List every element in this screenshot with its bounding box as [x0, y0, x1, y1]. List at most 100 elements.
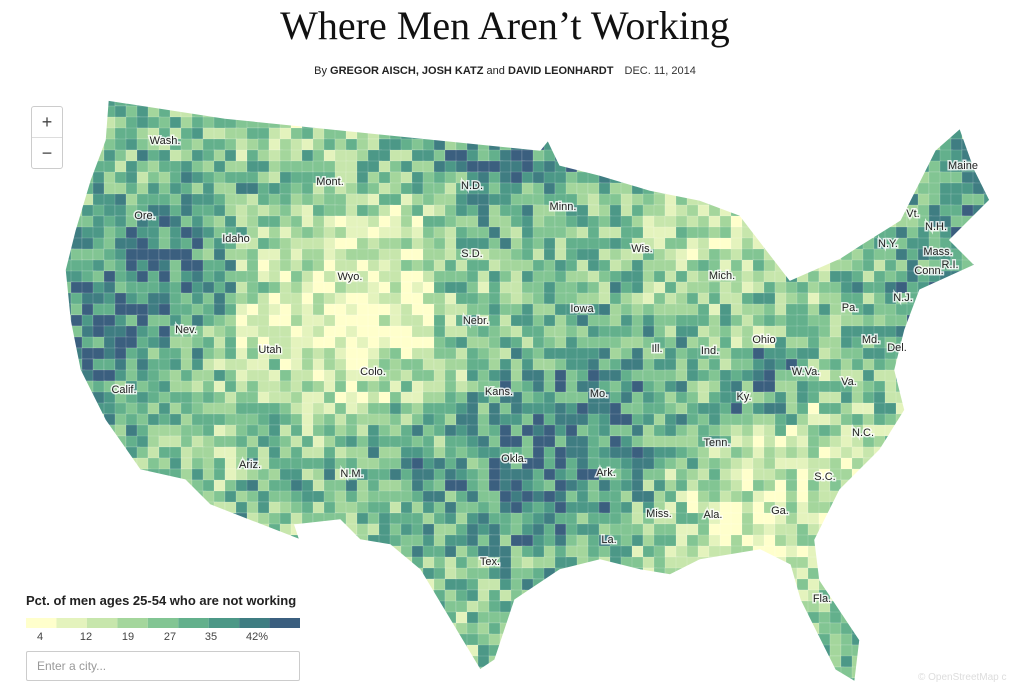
county: [961, 325, 975, 338]
county: [818, 149, 834, 165]
county: [841, 689, 855, 700]
county: [390, 689, 404, 700]
county: [378, 149, 392, 163]
county: [631, 138, 646, 152]
county: [180, 358, 194, 372]
county: [928, 490, 944, 506]
county: [818, 171, 834, 187]
county: [499, 160, 512, 174]
county: [752, 402, 766, 416]
county: [202, 523, 217, 536]
county: [983, 303, 990, 318]
city-search[interactable]: Enter a city...: [26, 651, 300, 681]
zoom-out[interactable]: −: [32, 137, 62, 168]
county: [301, 534, 317, 549]
county: [257, 578, 270, 594]
county: [774, 611, 789, 625]
county: [565, 578, 579, 591]
county: [917, 479, 932, 493]
county: [136, 105, 150, 118]
county: [950, 457, 966, 472]
county: [675, 611, 688, 626]
county: [279, 413, 293, 426]
county: [466, 578, 480, 591]
state-label: Mich.: [709, 270, 735, 282]
county: [65, 413, 73, 428]
county: [147, 490, 161, 506]
county: [730, 182, 746, 196]
county: [334, 490, 347, 504]
county: [675, 578, 689, 592]
county: [741, 182, 756, 196]
county: [818, 666, 834, 682]
county: [554, 116, 568, 130]
county: [301, 259, 315, 273]
county: [785, 105, 801, 121]
county: [983, 259, 990, 273]
county: [796, 182, 809, 198]
county: [995, 601, 1006, 613]
county: [70, 138, 83, 154]
county: [488, 193, 502, 207]
county: [928, 512, 944, 526]
county: [70, 534, 83, 548]
county: [752, 171, 765, 186]
county: [862, 611, 878, 626]
county: [158, 182, 172, 195]
county: [81, 578, 96, 594]
county: [642, 116, 658, 130]
county: [92, 259, 106, 272]
county: [708, 600, 722, 613]
county: [631, 655, 645, 669]
county: [741, 578, 756, 592]
county: [334, 622, 348, 637]
county: [521, 677, 537, 682]
county: [961, 435, 975, 449]
county: [917, 457, 932, 472]
county: [763, 578, 778, 592]
county: [929, 689, 942, 700]
county: [180, 578, 193, 593]
county: [301, 182, 315, 195]
county: [939, 281, 952, 297]
county: [851, 160, 864, 174]
county: [378, 237, 391, 251]
county: [719, 248, 733, 261]
county: [973, 689, 984, 700]
state-label: Miss.: [646, 508, 672, 520]
county: [686, 578, 702, 594]
county: [796, 248, 810, 261]
county: [422, 358, 435, 372]
state-label: Tex.: [480, 556, 500, 568]
county: [158, 556, 173, 572]
county: [532, 611, 545, 627]
state-label: Ohio: [752, 334, 775, 346]
county: [631, 622, 644, 636]
county: [763, 567, 779, 580]
county: [785, 677, 798, 682]
county: [158, 435, 172, 448]
county: [895, 116, 910, 129]
county: [598, 600, 614, 616]
county: [895, 534, 910, 550]
county: [807, 677, 821, 682]
county: [400, 292, 414, 305]
county: [554, 160, 567, 174]
county: [532, 633, 545, 646]
county: [411, 435, 424, 449]
county: [543, 655, 557, 671]
county: [840, 501, 856, 516]
county: [829, 138, 845, 151]
county: [334, 600, 350, 616]
county: [708, 182, 723, 195]
county: [939, 457, 954, 472]
county: [246, 545, 262, 561]
county: [345, 446, 359, 459]
county: [389, 105, 402, 120]
county: [785, 490, 798, 504]
zoom-in[interactable]: +: [41, 112, 53, 132]
county: [763, 105, 779, 121]
county: [675, 358, 689, 372]
county: [389, 644, 403, 660]
county: [554, 149, 568, 163]
